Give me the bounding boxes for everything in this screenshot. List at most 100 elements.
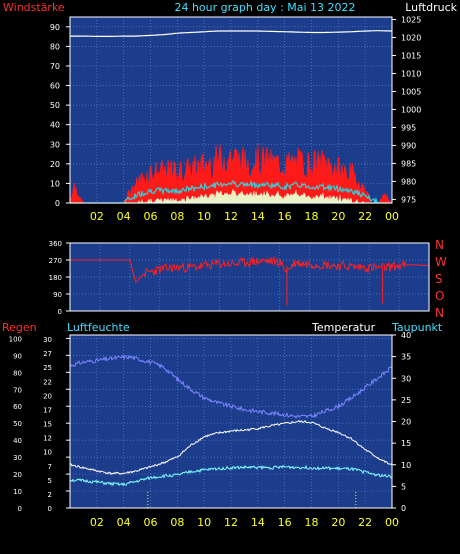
- humidity-y-tick: 30: [13, 454, 22, 462]
- humidity-y-tick: 10: [13, 488, 22, 496]
- wind-y-tick: 40: [50, 121, 60, 130]
- temperature-y-tick: 10: [401, 461, 411, 470]
- pressure-y-tick: 980: [401, 177, 416, 186]
- humidity-axis-label: Luftfeuchte: [67, 321, 130, 334]
- direction-series: [70, 255, 430, 306]
- pressure-y-ticks: 975 980 985 990 995 1000 1005 1010 1015 1020 1025: [392, 16, 421, 204]
- temp-x-tick: 04: [117, 516, 131, 529]
- dewpoint-line: [69, 464, 392, 487]
- direction-grid: [70, 243, 429, 311]
- temp-x-tick: 10: [197, 516, 211, 529]
- rain-y-tick: 17: [43, 406, 52, 414]
- wind-x-tick: 18: [305, 210, 319, 223]
- pressure-y-tick: 1020: [401, 34, 421, 43]
- humidity-y-tick: 100: [9, 335, 22, 343]
- rain-axis-label: Regen: [2, 321, 37, 334]
- temperature-y-tick: 0: [401, 504, 406, 513]
- wind-x-tick: 14: [251, 210, 265, 223]
- wind-x-tick: 04: [117, 210, 131, 223]
- rain-y-tick: 5: [48, 477, 52, 485]
- pressure-y-tick: 985: [401, 159, 416, 168]
- wind-x-tick: 00: [385, 210, 399, 223]
- rain-y-tick: 22: [43, 378, 52, 386]
- wind-x-tick: 10: [197, 210, 211, 223]
- wind-x-tick: 02: [90, 210, 104, 223]
- rain-y-tick: 10: [43, 449, 52, 457]
- temperature-y-tick: 40: [401, 331, 411, 340]
- pressure-y-tick: 995: [401, 123, 416, 132]
- temperature-y-tick: 35: [401, 353, 411, 362]
- temperature-y-tick: 5: [401, 482, 406, 491]
- direction-y-ticks: 0 90 180 270 360: [49, 240, 70, 316]
- direction-y-tick: 180: [49, 274, 62, 282]
- rain-y-tick: 25: [43, 364, 52, 372]
- temp-x-tick: 00: [385, 516, 399, 529]
- temp-humidity-series: [69, 354, 393, 508]
- rain-y-tick: 30: [43, 336, 52, 344]
- wind-direction-line: [70, 255, 430, 284]
- wind-x-ticks: 02 04 06 08 10 12 14 16 18 20 22 00: [90, 210, 399, 223]
- pressure-y-tick: 1005: [401, 87, 421, 96]
- wind-y-tick: 80: [50, 42, 60, 51]
- humidity-y-tick: 20: [13, 471, 22, 479]
- wind-pressure-border: [69, 16, 393, 204]
- temp-humidity-grid: [70, 335, 392, 508]
- wind-x-tick: 20: [331, 210, 345, 223]
- wind-axis-label: Windstärke: [3, 1, 65, 14]
- temperature-y-tick: 15: [401, 439, 411, 448]
- temp-humidity-panel: Regen Luftfeuchte Temperatur Taupunkt 0 2…: [2, 321, 443, 529]
- temp-x-tick: 12: [224, 516, 238, 529]
- compass-label: S: [435, 272, 443, 286]
- temperature-axis-label: Temperatur: [311, 321, 376, 334]
- wind-x-tick: 06: [144, 210, 158, 223]
- wind-y-tick: 50: [50, 101, 60, 110]
- temp-x-tick: 06: [144, 516, 158, 529]
- rain-y-tick: 0: [48, 505, 52, 513]
- humidity-line: [69, 354, 393, 419]
- wind-pressure-panel: Windstärke 24 hour graph day : Mai 13 20…: [3, 1, 458, 223]
- humidity-y-tick: 0: [18, 505, 22, 513]
- temperature-y-tick: 20: [401, 418, 411, 427]
- humidity-y-tick: 80: [13, 369, 22, 377]
- rain-y-tick: 7: [48, 463, 52, 471]
- rain-y-tick: 27: [43, 350, 52, 358]
- temp-x-tick: 14: [251, 516, 265, 529]
- temp-x-tick: 08: [170, 516, 184, 529]
- temp-x-tick: 22: [358, 516, 372, 529]
- compass-label: N: [435, 306, 444, 320]
- compass-label: O: [435, 289, 444, 303]
- rain-y-tick: 15: [43, 421, 52, 429]
- pressure-line: [70, 30, 392, 37]
- wind-x-tick: 12: [224, 210, 238, 223]
- humidity-y-tick: 60: [13, 403, 22, 411]
- pressure-axis-label: Luftdruck: [405, 1, 457, 14]
- rain-y-tick: 12: [43, 435, 52, 443]
- wind-y-tick: 0: [55, 199, 60, 208]
- pressure-y-tick: 1015: [401, 51, 421, 60]
- temperature-y-ticks: 0 5 10 15 20 25 30 35 40: [392, 331, 411, 513]
- compass-label: N: [435, 238, 444, 252]
- pressure-y-tick: 1010: [401, 69, 421, 78]
- pressure-y-tick: 975: [401, 195, 416, 204]
- wind-y-tick: 30: [50, 140, 60, 149]
- wind-y-tick: 70: [50, 62, 60, 71]
- pressure-y-tick: 1025: [401, 16, 421, 25]
- wind-pressure-series: [69, 30, 393, 204]
- wind-y-tick: 60: [50, 82, 60, 91]
- compass-label: W: [435, 255, 447, 269]
- wind-y-ticks: 0 10 20 30 40 50 60 70 80 90: [50, 23, 70, 208]
- humidity-y-tick: 90: [13, 352, 22, 360]
- wind-pressure-grid: [70, 17, 392, 203]
- pressure-y-tick: 1000: [401, 105, 421, 114]
- direction-y-tick: 0: [58, 308, 62, 316]
- temperature-y-tick: 30: [401, 374, 411, 383]
- direction-y-tick: 270: [49, 257, 62, 265]
- temp-x-tick: 18: [305, 516, 319, 529]
- direction-y-tick: 360: [49, 240, 62, 248]
- rain-y-tick: 2: [48, 491, 52, 499]
- dewpoint-axis-label: Taupunkt: [391, 321, 443, 334]
